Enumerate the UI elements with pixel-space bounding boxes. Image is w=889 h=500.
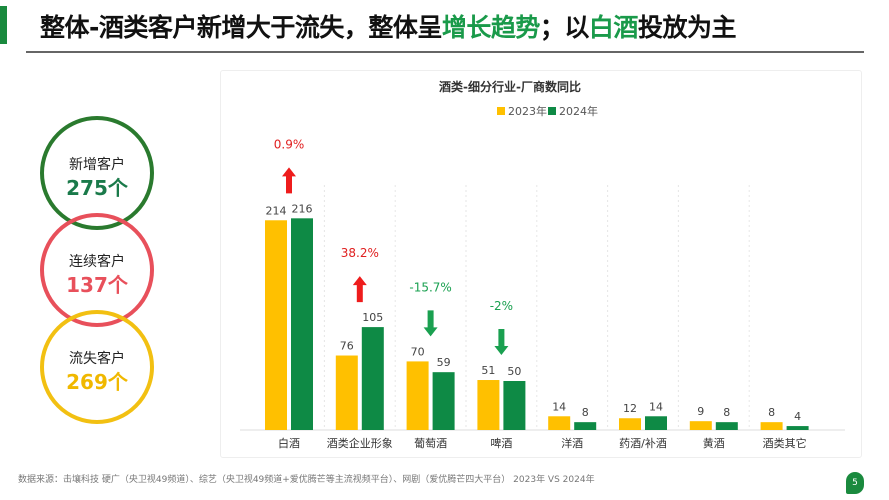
bar-2023年-洋酒 <box>548 416 571 430</box>
bar-value-label: 12 <box>623 402 637 415</box>
chart-panel <box>220 70 862 458</box>
data-source-note: 数据来源：击壤科技 硬广（央卫视49频道）、综艺（央卫视49频道+爱优腾芒等主流… <box>18 475 595 485</box>
legend-swatch-2024 <box>548 107 556 115</box>
bar-2024年-洋酒 <box>574 422 597 430</box>
bar-value-label: 216 <box>292 202 313 215</box>
continuing-customers-circle: 连续客户 137个 <box>40 213 154 327</box>
arrow-down-icon <box>494 329 509 356</box>
title-accent-bar <box>0 6 7 44</box>
bar-2024年-药酒/补酒 <box>645 416 667 430</box>
new-customers-value: 275个 <box>66 176 128 200</box>
legend-swatch-2023 <box>497 107 505 115</box>
continuing-customers-label: 连续客户 <box>69 254 125 270</box>
title-divider <box>26 51 864 53</box>
continuing-customers-value: 137个 <box>66 273 128 297</box>
title-highlight: 增长趋势 <box>441 13 541 42</box>
bar-value-label: 14 <box>649 400 663 413</box>
bar-2024年-酒类其它 <box>786 426 809 430</box>
legend-label-2024: 2024年 <box>559 104 598 118</box>
bar-value-label: 51 <box>481 364 495 377</box>
arrow-up-icon <box>282 167 296 194</box>
bar-value-label: 105 <box>362 311 383 324</box>
bar-2024年-白酒 <box>291 218 313 430</box>
bar-value-label: 9 <box>697 405 704 418</box>
lost-customers-value: 269个 <box>66 370 128 394</box>
arrow-down-icon <box>423 310 438 337</box>
legend-label-2023: 2023年 <box>508 104 547 118</box>
arrow-up-icon <box>352 276 367 303</box>
category-label: 白酒 <box>278 436 300 450</box>
bar-value-label: 59 <box>437 356 451 369</box>
bar-2023年-酒类其它 <box>760 422 783 430</box>
bar-2023年-酒类企业形象 <box>335 355 358 430</box>
category-label: 葡萄酒 <box>414 437 447 450</box>
bar-2023年-啤酒 <box>477 380 500 430</box>
lost-customers-label: 流失客户 <box>69 351 125 367</box>
category-label: 酒类其它 <box>763 436 807 450</box>
bar-value-label: 8 <box>768 406 775 419</box>
new-customers-label: 新增客户 <box>69 157 125 173</box>
yoy-change-label: -15.7% <box>409 280 451 294</box>
chart-title: 酒类-细分行业-厂商数同比 <box>439 79 581 94</box>
category-label: 啤酒 <box>490 436 512 450</box>
title-part: 整体-酒类客户新增大于流失，整体呈 <box>40 13 442 42</box>
yoy-change-label: 0.9% <box>274 137 305 151</box>
category-label: 药酒/补酒 <box>619 437 667 450</box>
bar-2024年-啤酒 <box>503 381 526 430</box>
bar-2023年-药酒/补酒 <box>619 418 641 430</box>
bar-value-label: 4 <box>794 410 801 423</box>
bar-value-label: 8 <box>723 406 730 419</box>
bar-2024年-酒类企业形象 <box>361 327 384 430</box>
title-part: ；以 <box>539 13 590 42</box>
bar-value-label: 50 <box>507 365 521 378</box>
bar-2023年-葡萄酒 <box>406 361 429 430</box>
bar-value-label: 76 <box>340 340 354 353</box>
bar-value-label: 8 <box>582 406 589 419</box>
yoy-change-label: -2% <box>490 299 513 313</box>
category-label: 黄酒 <box>703 436 725 450</box>
bar-value-label: 214 <box>266 204 287 217</box>
bar-value-label: 70 <box>411 345 425 358</box>
yoy-change-label: 38.2% <box>341 246 379 260</box>
title-part: 投放为主 <box>637 13 737 42</box>
bar-value-label: 14 <box>552 400 566 413</box>
bar-2023年-黄酒 <box>689 421 712 430</box>
title-highlight: 白酒 <box>588 13 639 42</box>
category-label: 洋酒 <box>561 436 583 450</box>
category-label: 酒类企业形象 <box>327 436 393 450</box>
bar-2024年-黄酒 <box>715 422 738 430</box>
bar-2024年-葡萄酒 <box>432 372 455 430</box>
page-number: 5 <box>846 472 864 494</box>
page-title: 整体-酒类客户新增大于流失，整体呈增长趋势；以白酒投放为主 <box>40 8 736 44</box>
lost-customers-circle: 流失客户 269个 <box>40 310 154 424</box>
bar-2023年-白酒 <box>265 220 287 430</box>
